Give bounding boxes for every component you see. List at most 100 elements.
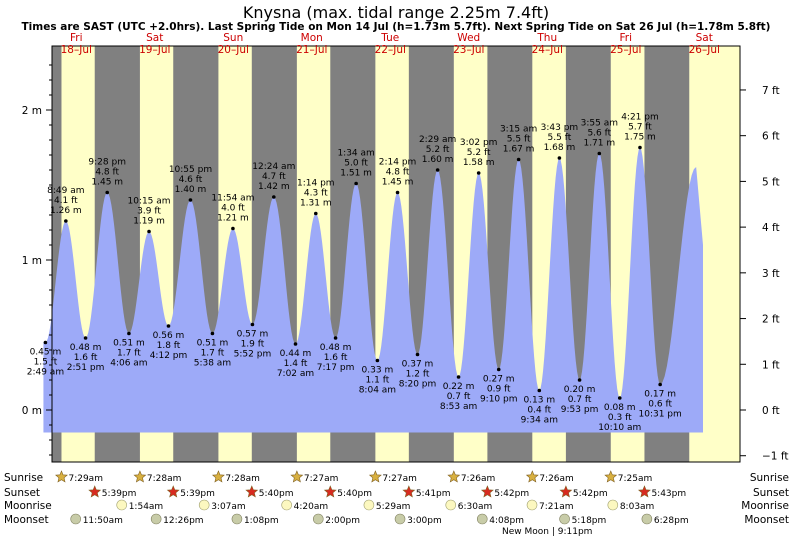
high-tide-label: 1.45 m	[382, 178, 414, 188]
tide-area	[43, 147, 703, 433]
high-tide-label: 5.2 ft	[426, 145, 450, 155]
low-tide-label: 0.51 m	[113, 339, 145, 349]
low-tide-label: 10:31 pm	[639, 410, 682, 420]
moonrise-row-label-right: Moonrise	[741, 500, 789, 512]
tide-point	[435, 168, 440, 172]
low-tide-label: 7:17 pm	[317, 363, 355, 373]
low-tide-label: 0.48 m	[320, 343, 352, 353]
tide-point	[496, 367, 501, 372]
low-tide-label: 9:53 pm	[561, 405, 599, 415]
chart-title: Knysna (max. tidal range 2.25m 7.4ft)	[243, 3, 549, 22]
low-tide-label: 0.9 ft	[487, 385, 511, 395]
moonset-row-label-right: Moonset	[744, 514, 789, 526]
sunset-icon	[245, 485, 259, 498]
tide-point	[105, 190, 110, 195]
tide-point	[333, 336, 338, 340]
low-tide-label: 8:04 am	[359, 386, 396, 396]
moonrise-icon	[363, 499, 375, 511]
moonrise-time: 8:03am	[620, 502, 655, 512]
low-tide-label: 0.13 m	[523, 396, 555, 406]
moonrise-time: 1:54am	[129, 502, 164, 512]
high-tide-label: 10:55 pm	[169, 165, 212, 175]
low-tide-label: 5:38 am	[194, 359, 231, 369]
high-tide-label: 3.9 ft	[137, 207, 161, 217]
sunrise-icon	[290, 470, 304, 483]
high-tide-label: 4.8 ft	[95, 168, 119, 178]
tide-point	[415, 352, 420, 357]
day-date: 24–Jul	[532, 44, 563, 56]
moonrise-time: 6:30am	[458, 502, 493, 512]
high-tide-label: 1.71 m	[583, 139, 615, 149]
high-tide-label: 1.67 m	[503, 145, 535, 155]
day-date: 19–Jul	[139, 44, 170, 56]
low-tide-label: 0.48 m	[70, 343, 102, 353]
tide-point	[188, 198, 193, 202]
moonrise-time: 7:21am	[539, 502, 574, 512]
high-tide-label: 1:14 pm	[297, 179, 335, 189]
tide-point	[537, 388, 542, 393]
high-tide-label: 1.75 m	[624, 133, 656, 143]
tide-point	[231, 226, 235, 231]
high-tide-label: 1.21 m	[217, 214, 249, 224]
moonset-time: 5:18pm	[572, 516, 607, 526]
sunrise-time: 7:28am	[225, 474, 260, 484]
moonset-icon	[231, 513, 243, 525]
tide-point	[147, 229, 151, 234]
tide-point	[557, 156, 562, 160]
sunset-icon	[88, 485, 102, 498]
high-tide-label: 4.6 ft	[179, 175, 203, 185]
high-tide-label: 5.5 ft	[548, 133, 572, 143]
plot-frame	[51, 45, 741, 463]
y-right-tick-label: 5 ft	[762, 176, 780, 188]
sunset-time: 5:39pm	[180, 489, 215, 499]
low-tide-label: 9:34 am	[521, 416, 558, 426]
day-name: Thu	[536, 32, 557, 44]
high-tide-label: 4.1 ft	[54, 196, 78, 206]
sunset-icon	[559, 485, 573, 498]
tide-point	[658, 382, 662, 387]
day-name: Sat	[146, 32, 163, 44]
tide-point	[210, 331, 215, 336]
high-tide-label: 2:29 am	[419, 135, 456, 145]
moonset-row-label: Moonset	[4, 514, 49, 526]
moonrise-icon	[198, 499, 210, 511]
tide-point	[597, 151, 602, 156]
high-tide-label: 4.0 ft	[221, 204, 245, 214]
sunset-time: 5:39pm	[102, 489, 137, 499]
sunrise-icon	[604, 470, 618, 483]
high-tide-label: 4.3 ft	[304, 189, 328, 199]
moonrise-row-label: Moonrise	[4, 500, 52, 512]
high-tide-label: 11:54 am	[211, 194, 254, 204]
low-tide-label: 5:52 pm	[234, 350, 272, 360]
tide-point	[166, 324, 171, 328]
sunset-time: 5:41pm	[416, 489, 451, 499]
sunset-time: 5:42pm	[573, 489, 608, 499]
low-tide-label: 0.7 ft	[447, 392, 471, 402]
sunset-icon	[323, 485, 337, 498]
y-right-tick-label: 4 ft	[762, 222, 780, 234]
high-tide-label: 3:15 am	[500, 125, 537, 135]
low-tide-label: 0.7 ft	[568, 395, 592, 405]
low-tide-label: 1.6 ft	[74, 353, 98, 363]
low-tide-label: 0.37 m	[402, 360, 434, 370]
tide-point	[375, 358, 380, 363]
sunrise-time: 7:28am	[147, 474, 182, 484]
high-tide-label: 1.31 m	[300, 199, 332, 209]
low-tide-label: 0.22 m	[443, 382, 475, 392]
low-tide-label: 10:10 am	[598, 423, 641, 433]
low-tide-label: 1.5 ft	[34, 358, 58, 368]
low-tide-label: 9:10 pm	[480, 395, 518, 405]
low-tide-label: 7:02 am	[277, 369, 314, 379]
sunrise-time: 7:29am	[68, 474, 103, 484]
tide-point	[272, 195, 276, 199]
low-tide-label: 1.8 ft	[157, 341, 181, 351]
low-tide-label: 8:53 am	[440, 402, 477, 412]
sunrise-row-label: Sunrise	[4, 472, 43, 484]
sunrise-time: 7:25am	[618, 474, 653, 484]
y-right-tick-label: 2 ft	[762, 314, 780, 326]
high-tide-label: 9:28 pm	[88, 158, 126, 168]
sunset-row-label-right: Sunset	[753, 487, 789, 499]
low-tide-label: 1.9 ft	[241, 340, 265, 350]
low-tide-label: 0.20 m	[564, 385, 596, 395]
tide-point	[250, 322, 255, 327]
